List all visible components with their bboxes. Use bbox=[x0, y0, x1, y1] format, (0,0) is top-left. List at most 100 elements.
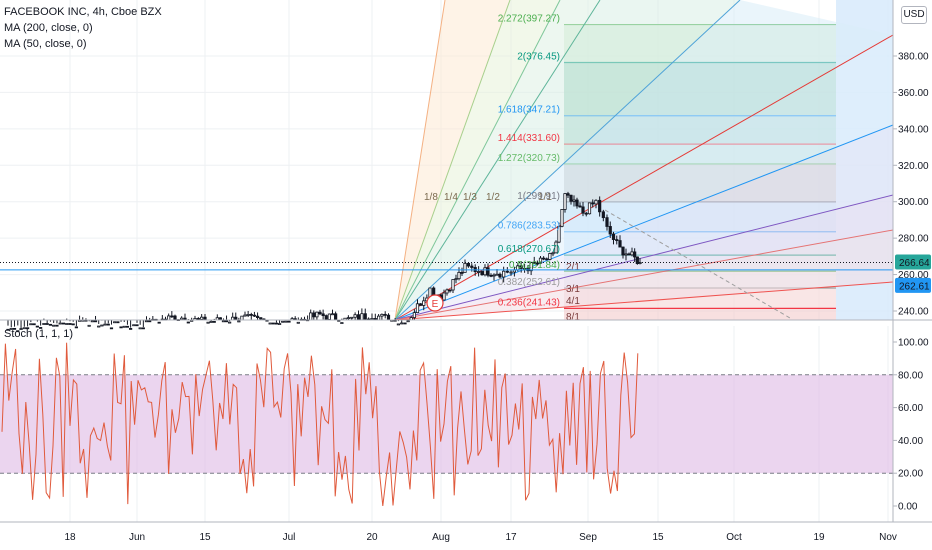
gann-fan-line bbox=[394, 0, 511, 321]
candle-body bbox=[135, 324, 139, 327]
candle-body bbox=[483, 267, 487, 276]
candle-body bbox=[598, 199, 602, 213]
candle-body bbox=[324, 315, 328, 320]
candle-body bbox=[141, 327, 145, 330]
candle-body bbox=[274, 322, 279, 325]
candle-body bbox=[167, 315, 171, 321]
candle-body bbox=[268, 322, 272, 325]
gann-fan-line bbox=[394, 0, 741, 321]
candle-body bbox=[470, 265, 474, 268]
candle-body bbox=[97, 325, 101, 328]
candle-body bbox=[502, 270, 506, 278]
fib-level-label: 0.786(283.53) bbox=[498, 221, 560, 232]
candle-body bbox=[103, 323, 107, 326]
price-tick-label: 300.00 bbox=[898, 197, 929, 208]
candle-body bbox=[380, 313, 384, 317]
time-tick-label: 15 bbox=[199, 532, 211, 543]
candle-body bbox=[608, 226, 612, 235]
candle-body bbox=[71, 323, 75, 326]
legend-symbol[interactable]: FACEBOOK INC, 4h, Cboe BZX bbox=[4, 6, 162, 18]
stoch-tick-label: 20.00 bbox=[898, 469, 923, 480]
candle-body bbox=[6, 328, 10, 331]
stoch-pane bbox=[0, 342, 893, 506]
gann-fan-line bbox=[394, 0, 446, 321]
fib-level-label: 0.236(241.43) bbox=[498, 297, 560, 308]
candle-body bbox=[259, 317, 263, 320]
candle-body bbox=[12, 327, 17, 330]
candle-body bbox=[148, 320, 152, 323]
candle-body bbox=[186, 321, 190, 324]
candle-body bbox=[106, 323, 110, 326]
candle-body bbox=[249, 314, 253, 316]
price-tick-label: 340.00 bbox=[898, 124, 929, 135]
earnings-event-marker[interactable]: E bbox=[426, 294, 444, 312]
candle-body bbox=[180, 317, 184, 320]
candle-body bbox=[591, 202, 595, 205]
candle-body bbox=[170, 315, 174, 318]
legend-ma200[interactable]: MA (200, close, 0) bbox=[4, 22, 93, 34]
gann-fan-label: 1/2 bbox=[486, 192, 500, 203]
candle-body bbox=[400, 322, 404, 325]
gann-fan-label: 4/1 bbox=[566, 296, 580, 307]
candle-body bbox=[277, 323, 282, 325]
candle-body bbox=[58, 322, 62, 325]
candle-body bbox=[45, 323, 49, 325]
candle-body bbox=[116, 321, 120, 324]
candle-body bbox=[221, 320, 226, 323]
fib-zone bbox=[564, 308, 836, 320]
candle-body bbox=[415, 303, 420, 314]
candle-body bbox=[578, 205, 582, 208]
candle-body bbox=[476, 271, 481, 273]
candle-body bbox=[309, 312, 313, 321]
time-tick-label: 15 bbox=[652, 532, 664, 543]
candle-body bbox=[422, 300, 426, 306]
legend-ma50[interactable]: MA (50, close, 0) bbox=[4, 38, 87, 50]
candle-body bbox=[125, 325, 130, 328]
candle-body bbox=[454, 278, 458, 281]
stoch-tick-label: 0.00 bbox=[898, 502, 918, 513]
stoch-line bbox=[1, 342, 639, 506]
candlestick-series: E bbox=[6, 191, 642, 333]
candle-body bbox=[519, 265, 523, 269]
fib-level-label: 0.618(270.67) bbox=[498, 244, 560, 255]
candle-body bbox=[32, 323, 36, 326]
candle-body bbox=[621, 246, 625, 256]
candle-body bbox=[119, 326, 123, 329]
candle-body bbox=[611, 233, 616, 240]
gann-fan-line bbox=[394, 124, 894, 321]
candle-body bbox=[9, 327, 13, 330]
candle-body bbox=[627, 253, 631, 256]
candle-body bbox=[545, 258, 549, 261]
fib-level-label: 0.5(261.84) bbox=[509, 260, 560, 271]
candle-body bbox=[315, 311, 319, 318]
candle-body bbox=[383, 313, 387, 316]
candle-body bbox=[624, 253, 628, 256]
candle-body bbox=[196, 318, 200, 320]
candle-body bbox=[396, 323, 401, 326]
price-tick-label: 240.00 bbox=[898, 307, 929, 318]
candle-body bbox=[412, 312, 416, 318]
gann-fan[interactable]: 1/8 1/4 1/3 1/2 1/1 2/1 3/14/1 8/1 bbox=[394, 0, 894, 323]
time-tick-label: 19 bbox=[813, 532, 825, 543]
candle-body bbox=[538, 257, 543, 264]
candle-body bbox=[19, 328, 23, 330]
time-tick-label: Oct bbox=[726, 532, 742, 543]
candle-body bbox=[460, 271, 464, 274]
candle-body bbox=[419, 303, 423, 306]
candle-body bbox=[284, 320, 288, 323]
gann-fan-label: 2/1 bbox=[566, 262, 580, 273]
candle-body bbox=[535, 262, 539, 265]
event-circle[interactable] bbox=[426, 294, 444, 312]
currency-button[interactable]: USD bbox=[901, 6, 927, 24]
candle-body bbox=[113, 321, 117, 324]
candle-body bbox=[360, 313, 364, 321]
candle-body bbox=[587, 202, 592, 215]
candle-body bbox=[22, 327, 26, 330]
candle-body bbox=[601, 211, 605, 219]
projection-line bbox=[604, 209, 791, 319]
gann-fan-label: 8/1 bbox=[566, 312, 580, 323]
legend-stoch[interactable]: Stoch (1, 1, 1) bbox=[4, 328, 74, 340]
candle-body bbox=[615, 239, 619, 241]
